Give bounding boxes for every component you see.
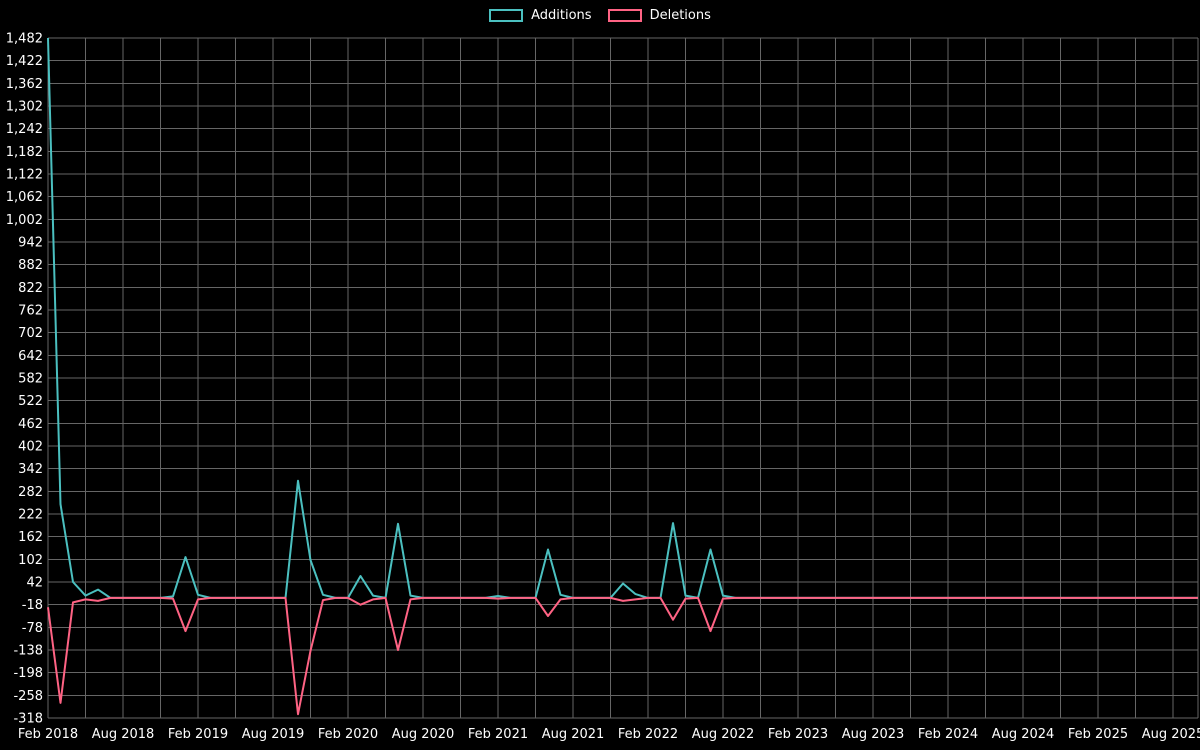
svg-text:1,062: 1,062: [6, 190, 43, 205]
svg-text:1,422: 1,422: [6, 54, 43, 69]
svg-text:1,002: 1,002: [6, 213, 43, 228]
svg-text:Aug 2024: Aug 2024: [992, 727, 1055, 742]
svg-text:942: 942: [18, 236, 43, 251]
svg-text:Aug 2022: Aug 2022: [692, 727, 755, 742]
svg-text:522: 522: [18, 394, 43, 409]
svg-text:Feb 2019: Feb 2019: [168, 727, 228, 742]
svg-text:Aug 2023: Aug 2023: [842, 727, 905, 742]
legend-item-deletions[interactable]: Deletions: [607, 8, 711, 23]
svg-text:-258: -258: [13, 689, 43, 704]
svg-text:1,242: 1,242: [6, 122, 43, 137]
svg-text:Feb 2024: Feb 2024: [918, 727, 978, 742]
svg-text:Feb 2018: Feb 2018: [18, 727, 78, 742]
legend-label-additions: Additions: [531, 8, 592, 23]
svg-text:1,482: 1,482: [6, 32, 43, 47]
svg-text:Feb 2023: Feb 2023: [768, 727, 828, 742]
svg-text:Feb 2021: Feb 2021: [468, 727, 528, 742]
svg-text:822: 822: [18, 281, 43, 296]
svg-text:1,122: 1,122: [6, 168, 43, 183]
svg-text:1,362: 1,362: [6, 77, 43, 92]
svg-text:Aug 2020: Aug 2020: [392, 727, 455, 742]
svg-text:102: 102: [18, 553, 43, 568]
svg-text:702: 702: [18, 326, 43, 341]
svg-text:882: 882: [18, 258, 43, 273]
svg-text:642: 642: [18, 349, 43, 364]
svg-text:Feb 2025: Feb 2025: [1068, 727, 1128, 742]
svg-text:42: 42: [26, 576, 43, 591]
svg-text:462: 462: [18, 417, 43, 432]
svg-text:Aug 2021: Aug 2021: [542, 727, 605, 742]
svg-text:Aug 2025: Aug 2025: [1142, 727, 1200, 742]
svg-text:-318: -318: [13, 712, 43, 727]
svg-text:582: 582: [18, 372, 43, 387]
svg-text:762: 762: [18, 304, 43, 319]
svg-text:Aug 2019: Aug 2019: [242, 727, 305, 742]
svg-text:162: 162: [18, 530, 43, 545]
svg-text:-78: -78: [22, 621, 43, 636]
svg-text:-198: -198: [13, 666, 43, 681]
svg-text:Feb 2022: Feb 2022: [618, 727, 678, 742]
legend-item-additions[interactable]: Additions: [489, 8, 592, 23]
additions-legend-swatch: [489, 9, 524, 22]
svg-text:342: 342: [18, 462, 43, 477]
svg-text:-138: -138: [13, 644, 43, 659]
svg-text:402: 402: [18, 440, 43, 455]
svg-text:1,302: 1,302: [6, 100, 43, 115]
chart-legend: Additions Deletions: [0, 8, 1200, 23]
svg-text:-18: -18: [22, 598, 43, 613]
deletions-legend-swatch: [607, 9, 642, 22]
svg-text:Feb 2020: Feb 2020: [318, 727, 378, 742]
svg-text:1,182: 1,182: [6, 145, 43, 160]
svg-text:222: 222: [18, 508, 43, 523]
svg-text:Aug 2018: Aug 2018: [92, 727, 155, 742]
legend-label-deletions: Deletions: [649, 8, 711, 23]
svg-text:282: 282: [18, 485, 43, 500]
